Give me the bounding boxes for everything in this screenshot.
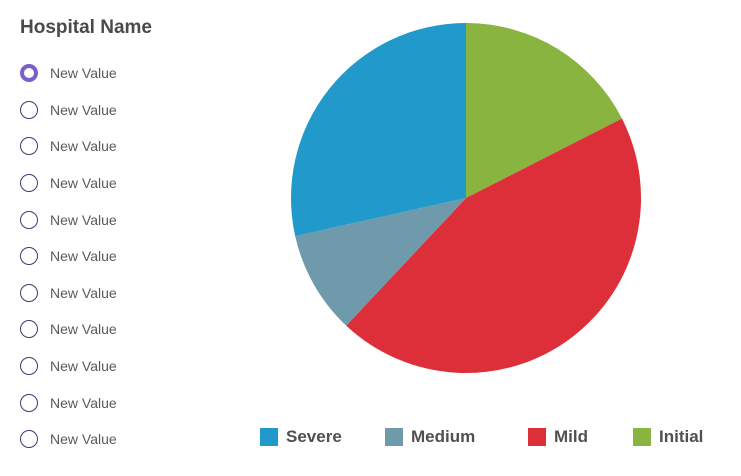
legend-swatch <box>633 428 651 446</box>
chart-legend: Severe Medium Mild Initial <box>260 426 720 448</box>
hospital-option-label: New Value <box>50 101 117 118</box>
hospital-option-8[interactable]: New Value <box>20 311 220 348</box>
radio-unselected-icon[interactable] <box>20 174 38 193</box>
filter-title: Hospital Name <box>20 17 152 38</box>
legend-swatch <box>260 428 278 446</box>
hospital-option-11[interactable]: New Value <box>20 421 220 458</box>
legend-item-medium[interactable]: Medium <box>385 426 475 448</box>
hospital-option-label: New Value <box>50 138 117 155</box>
pie-slice-mild[interactable] <box>346 118 642 374</box>
hospital-option-4[interactable]: New Value <box>20 165 220 202</box>
hospital-option-9[interactable]: New Value <box>20 348 220 385</box>
hospital-option-1[interactable]: New Value <box>20 55 220 92</box>
legend-item-initial[interactable]: Initial <box>633 426 703 448</box>
radio-unselected-icon[interactable] <box>20 247 38 266</box>
legend-label: Initial <box>659 427 704 446</box>
hospital-option-label: New Value <box>50 321 117 338</box>
hospital-option-label: New Value <box>50 175 117 192</box>
legend-item-mild[interactable]: Mild <box>528 426 588 448</box>
pie-slice-initial[interactable] <box>466 23 622 198</box>
pie-slice-severe[interactable] <box>290 23 466 237</box>
radio-unselected-icon[interactable] <box>20 320 38 339</box>
legend-label: Severe <box>286 427 342 446</box>
hospital-option-2[interactable]: New Value <box>20 92 220 129</box>
radio-selected-icon[interactable] <box>20 64 38 83</box>
radio-unselected-icon[interactable] <box>20 430 38 449</box>
hospital-option-5[interactable]: New Value <box>20 201 220 238</box>
hospital-option-label: New Value <box>50 211 117 228</box>
radio-unselected-icon[interactable] <box>20 357 38 376</box>
hospital-radio-list: New Value New Value New Value New Value New … <box>20 55 220 458</box>
hospital-option-label: New Value <box>50 394 117 411</box>
hospital-option-label: New Value <box>50 284 117 301</box>
legend-label: Mild <box>554 427 588 446</box>
radio-unselected-icon[interactable] <box>20 283 38 302</box>
hospital-option-label: New Value <box>50 65 117 82</box>
legend-item-severe[interactable]: Severe <box>260 426 342 448</box>
pie-chart <box>290 23 642 374</box>
radio-unselected-icon[interactable] <box>20 393 38 412</box>
legend-swatch <box>528 428 546 446</box>
hospital-option-label: New Value <box>50 248 117 265</box>
radio-unselected-icon[interactable] <box>20 100 38 119</box>
radio-unselected-icon[interactable] <box>20 210 38 229</box>
hospital-option-6[interactable]: New Value <box>20 238 220 275</box>
hospital-option-label: New Value <box>50 431 117 448</box>
hospital-option-7[interactable]: New Value <box>20 275 220 312</box>
hospital-option-label: New Value <box>50 358 117 375</box>
hospital-option-3[interactable]: New Value <box>20 128 220 165</box>
hospital-option-10[interactable]: New Value <box>20 384 220 421</box>
radio-unselected-icon[interactable] <box>20 137 38 156</box>
legend-label: Medium <box>411 427 476 446</box>
hospital-filter-panel: Hospital Name New Value New Value New Valu… <box>20 16 220 458</box>
pie-slice-medium[interactable] <box>295 198 466 326</box>
legend-swatch <box>385 428 403 446</box>
